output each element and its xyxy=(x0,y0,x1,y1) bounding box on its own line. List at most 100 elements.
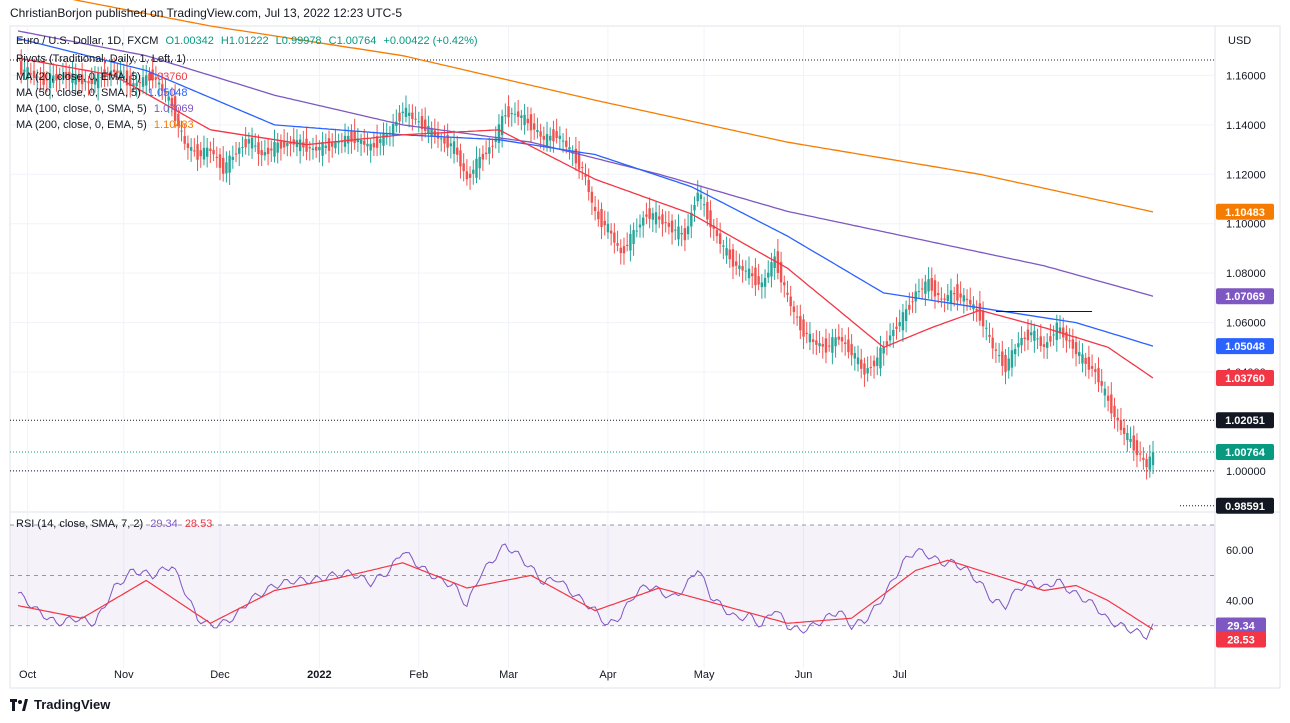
rsi-tag-label: 28.53 xyxy=(1227,634,1255,646)
candle-up xyxy=(276,142,279,153)
tradingview-logo-icon xyxy=(10,698,28,711)
candle-up xyxy=(488,147,491,154)
price-pane[interactable] xyxy=(10,0,1215,507)
pivots-legend[interactable]: Pivots (Traditional, Daily, 1, Left, 1) xyxy=(16,53,190,65)
candle-down xyxy=(965,298,969,301)
candle-down xyxy=(1065,332,1068,341)
candle-down xyxy=(1142,457,1145,460)
candle-down xyxy=(959,293,962,298)
candle-down xyxy=(815,340,818,345)
candle-down xyxy=(462,163,465,172)
candle-down xyxy=(844,342,847,344)
candle-down xyxy=(212,150,215,155)
candle-down xyxy=(58,75,61,79)
candle-down xyxy=(363,140,366,145)
candle-up xyxy=(632,230,635,244)
candle-up xyxy=(770,262,773,277)
rsi-pane[interactable] xyxy=(10,524,1215,640)
candle-down xyxy=(994,349,998,351)
price-tick-label: 1.06000 xyxy=(1226,318,1266,330)
candle-up xyxy=(135,83,138,87)
candle-down xyxy=(625,244,629,246)
ma100-legend[interactable]: MA (100, close, 0, SMA, 5) 1.07069 xyxy=(16,103,198,115)
candle-down xyxy=(446,135,449,148)
candle-down xyxy=(491,145,494,147)
price-tag[interactable] xyxy=(1216,369,1274,386)
candle-down xyxy=(734,261,738,266)
ma50-legend[interactable]: MA (50, close, 0, SMA, 5) 1.05048 xyxy=(16,87,192,99)
candle-down xyxy=(1119,420,1123,431)
candle-down xyxy=(565,140,568,147)
candle-down xyxy=(308,147,311,149)
candle-down xyxy=(940,298,943,300)
price-tag[interactable] xyxy=(1216,444,1274,461)
candle-down xyxy=(398,112,401,122)
candle-down xyxy=(1135,440,1139,456)
candle-up xyxy=(417,121,420,123)
candle-up xyxy=(109,70,113,76)
rsi-legend[interactable]: RSI (14, close, SMA, 7, 2) 29.34 28.53 xyxy=(16,518,216,530)
price-tag[interactable] xyxy=(1216,288,1274,305)
candle-down xyxy=(786,292,789,295)
candle-down xyxy=(552,129,555,142)
candle-down xyxy=(622,246,626,254)
candle-down xyxy=(991,337,994,349)
candle-up xyxy=(74,73,77,85)
candle-up xyxy=(561,140,565,142)
tradingview-footer[interactable]: TradingView xyxy=(10,697,110,712)
ma200-value: 1.10483 xyxy=(153,119,194,131)
candle-up xyxy=(84,81,87,83)
price-tick-label: 1.08000 xyxy=(1226,268,1266,280)
currency-label: USD xyxy=(1228,35,1251,47)
ma20-label: MA (20, close, 0, EMA, 5) xyxy=(16,71,141,83)
candle-up xyxy=(549,135,552,141)
candle-down xyxy=(757,276,760,285)
ma50-label: MA (50, close, 0, SMA, 5) xyxy=(16,87,141,99)
candle-down xyxy=(827,345,831,347)
candle-down xyxy=(1106,395,1110,401)
ma50-line xyxy=(17,37,1154,347)
candle-down xyxy=(709,210,712,228)
candle-down xyxy=(193,150,196,152)
rsi-tick-label: 60.00 xyxy=(1226,545,1254,557)
candle-down xyxy=(824,338,828,353)
candle-down xyxy=(805,332,808,334)
candle-down xyxy=(754,267,757,286)
price-tag[interactable] xyxy=(1216,412,1274,429)
candle-up xyxy=(427,126,430,134)
candle-down xyxy=(670,220,674,233)
rsi-tag[interactable] xyxy=(1216,617,1266,634)
ohlc-low: L0.99978 xyxy=(275,35,322,47)
candle-up xyxy=(722,245,725,247)
candle-down xyxy=(459,150,462,167)
ma50-value: 1.05048 xyxy=(147,87,188,99)
price-tick-label: 1.00000 xyxy=(1226,466,1266,478)
candle-down xyxy=(331,142,334,147)
candle-up xyxy=(23,69,26,72)
candle-down xyxy=(683,228,687,241)
symbol-legend[interactable]: Euro / U.S. Dollar, 1D, FXCM O1.00342 H1… xyxy=(16,35,482,47)
candle-down xyxy=(1132,435,1135,451)
price-tag[interactable] xyxy=(1216,203,1274,220)
price-tag[interactable] xyxy=(1216,338,1274,355)
candle-down xyxy=(1145,459,1148,468)
ma20-legend[interactable]: MA (20, close, 0, EMA, 5) 1.03760 xyxy=(16,71,192,83)
candle-down xyxy=(350,131,353,142)
candle-up xyxy=(119,70,122,81)
candle-down xyxy=(840,337,844,342)
candle-down xyxy=(164,91,167,95)
candle-up xyxy=(1129,438,1132,443)
candle-up xyxy=(1010,350,1014,368)
candle-down xyxy=(802,319,805,337)
candle-down xyxy=(353,130,356,144)
candle-up xyxy=(1017,343,1020,348)
candle-up xyxy=(1151,452,1155,466)
candle-up xyxy=(100,77,103,79)
candle-down xyxy=(170,97,174,107)
candle-up xyxy=(946,295,950,301)
candle-down xyxy=(1071,339,1075,349)
price-tag[interactable] xyxy=(1216,497,1274,514)
ma200-legend[interactable]: MA (200, close, 0, EMA, 5) 1.10483 xyxy=(16,119,198,131)
candle-down xyxy=(799,316,802,331)
rsi-tag[interactable] xyxy=(1216,631,1266,648)
